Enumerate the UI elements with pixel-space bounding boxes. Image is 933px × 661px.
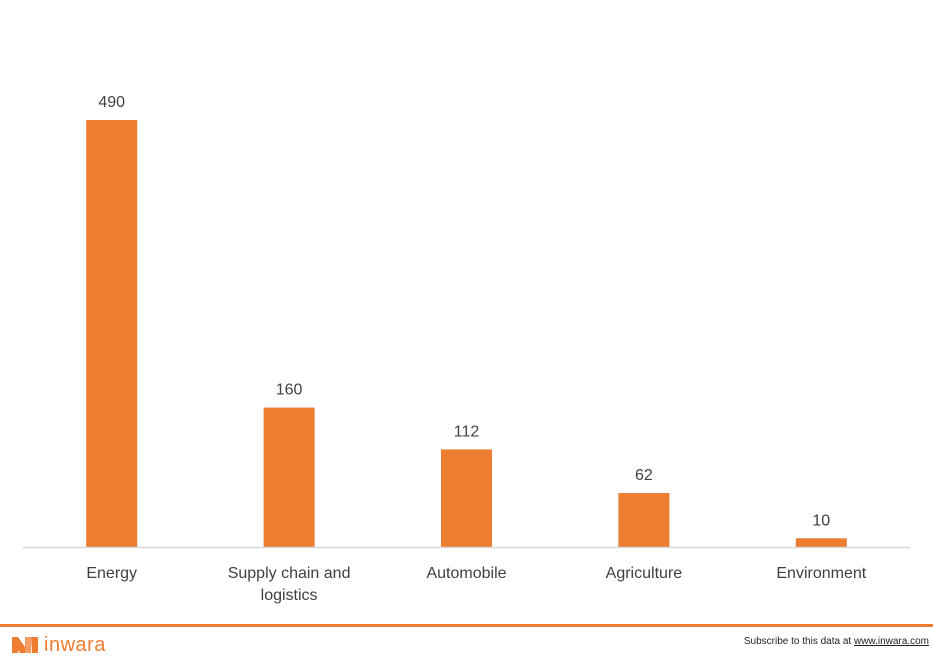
footer-bar: inwara Subscribe to this data at www.inw… [0, 624, 933, 661]
subscribe-text: Subscribe to this data at www.inwara.com [744, 636, 929, 647]
inwara-logo[interactable]: inwara [12, 634, 106, 656]
logo-text: inwara [44, 634, 106, 656]
category-label-4: Environment [776, 565, 866, 582]
bars-group [86, 120, 847, 547]
bar-1 [263, 407, 315, 547]
value-label-4: 10 [812, 512, 830, 529]
value-label-2: 112 [454, 423, 480, 440]
category-label-1: Supply chain and logistics [228, 565, 351, 604]
bar-4 [795, 538, 847, 547]
category-label-2: Automobile [426, 565, 506, 582]
bar-2 [441, 449, 492, 547]
subscribe-prefix: Subscribe to this data at [743, 636, 854, 647]
bar-chart: 490 160 112 62 10 Energy Supply chain and logi… [23, 94, 910, 604]
value-label-0: 490 [98, 94, 125, 111]
category-label-3: Agriculture [606, 565, 683, 582]
value-label-1: 160 [276, 382, 303, 399]
category-label-0: Energy [86, 565, 137, 582]
value-labels-group: 490 160 112 62 10 [98, 94, 830, 529]
bar-3 [618, 492, 670, 547]
inwara-logo-icon [12, 637, 38, 653]
bar-0 [86, 120, 138, 547]
category-labels-group: Energy Supply chain and logistics Automobil… [86, 565, 866, 604]
value-label-3: 62 [635, 467, 653, 484]
subscribe-link[interactable]: www.inwara.com [853, 636, 929, 647]
